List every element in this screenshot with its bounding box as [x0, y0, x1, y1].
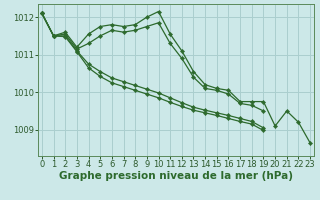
- X-axis label: Graphe pression niveau de la mer (hPa): Graphe pression niveau de la mer (hPa): [59, 171, 293, 181]
